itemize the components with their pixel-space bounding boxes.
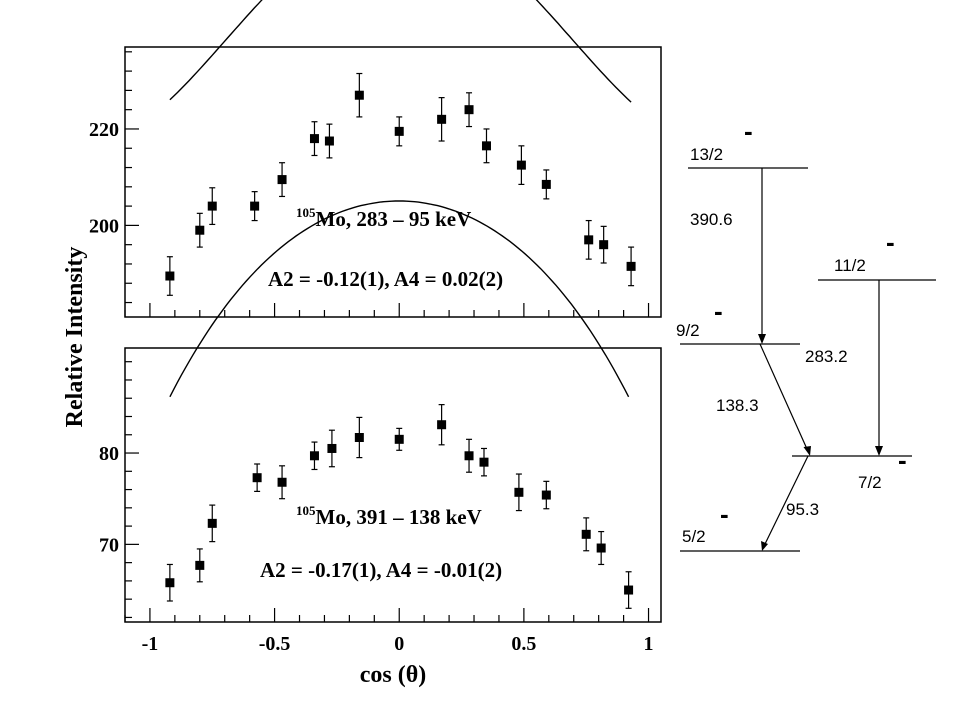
top-data-point	[250, 201, 260, 211]
top-y-tick-label: 200	[89, 215, 119, 237]
top-coefficients: A2 = -0.12(1), A4 = 0.02(2)	[268, 267, 503, 291]
top-isotope-mass: 105	[296, 205, 316, 220]
transition-arrowhead-95	[761, 541, 768, 551]
top-data-point	[541, 179, 551, 189]
bottom-data-point	[394, 434, 404, 444]
bottom-data-point	[596, 543, 606, 553]
top-panel-ticks	[124, 51, 650, 317]
top-data-point	[309, 134, 319, 144]
x-tick-label: 1	[644, 633, 654, 655]
top-panel-frame	[124, 46, 662, 318]
top-data-point	[599, 240, 609, 250]
transition-arrowhead-283	[875, 446, 883, 456]
bottom-data-point	[437, 420, 447, 430]
top-data-point	[195, 225, 205, 235]
bottom-isotope-label: 105Mo, 391 – 138 keV	[296, 503, 482, 529]
bottom-data-point	[252, 473, 262, 483]
level-parity-7-2: -	[898, 445, 907, 475]
top-data-point	[437, 114, 447, 124]
x-tick-label: -0.5	[259, 633, 291, 655]
level-label-5-2: 5/2	[682, 527, 706, 546]
bottom-isotope-mass: 105	[296, 503, 316, 518]
transition-energy-138: 138.3	[716, 396, 759, 415]
level-parity-13-2: -	[744, 116, 753, 146]
bottom-data-point	[195, 560, 205, 570]
bottom-data-point	[165, 578, 175, 588]
transition-energy-283: 283.2	[805, 347, 848, 366]
bottom-data-point	[514, 487, 524, 497]
bottom-coefficients: A2 = -0.17(1), A4 = -0.01(2)	[260, 558, 502, 582]
level-scheme: 13/2 - 11/2 - 9/2 - 7/2 - 5/2 - 390.6 28…	[676, 116, 936, 552]
transition-arrowhead-138	[803, 446, 811, 456]
level-parity-5-2: -	[720, 499, 729, 529]
top-data-point	[324, 136, 334, 146]
transition-arrowhead-390	[758, 334, 766, 344]
top-data-point	[516, 160, 526, 170]
bottom-y-tick-label: 70	[99, 534, 119, 556]
transition-arrow-138	[759, 343, 808, 450]
bottom-data-point	[464, 451, 474, 461]
top-y-tick-labels: 200 220	[89, 119, 119, 237]
x-tick-label: -1	[142, 633, 159, 655]
top-data-point	[354, 90, 364, 100]
transition-energy-95: 95.3	[786, 500, 819, 519]
x-tick-label: 0.5	[511, 633, 536, 655]
bottom-data-point	[327, 443, 337, 453]
x-tick-label: 0	[394, 633, 404, 655]
top-data-point	[394, 126, 404, 136]
top-data-point	[584, 235, 594, 245]
transition-arrow-95	[764, 455, 809, 545]
top-data-point	[207, 201, 217, 211]
bottom-panel-ticks	[124, 361, 650, 622]
level-label-9-2: 9/2	[676, 321, 700, 340]
bottom-data-point	[309, 451, 319, 461]
bottom-y-tick-labels: 70 80	[99, 443, 119, 556]
bottom-data-point	[354, 433, 364, 443]
top-data-point	[277, 175, 287, 185]
bottom-fit-curve	[169, 200, 630, 398]
top-data-point	[626, 261, 636, 271]
bottom-data-point	[277, 477, 287, 487]
top-y-tick-label: 220	[89, 119, 119, 141]
x-axis-label: cos (θ)	[360, 662, 427, 688]
bottom-data-point	[479, 457, 489, 467]
bottom-y-tick-label: 80	[99, 443, 119, 465]
top-data-point	[481, 141, 491, 151]
bottom-data-point	[541, 490, 551, 500]
transition-energy-390: 390.6	[690, 210, 733, 229]
bottom-data-point	[624, 585, 634, 595]
bottom-isotope-text: Mo, 391 – 138 keV	[316, 505, 482, 529]
top-fit-curve	[169, 0, 632, 103]
level-label-11-2: 11/2	[834, 256, 866, 275]
top-isotope-label: 105Mo, 283 – 95 keV	[296, 205, 471, 231]
x-tick-labels: -1 -0.5 0 0.5 1	[142, 633, 654, 655]
bottom-data-point	[581, 529, 591, 539]
bottom-panel-frame	[124, 347, 662, 623]
top-data-points	[165, 72, 636, 296]
top-data-point	[165, 271, 175, 281]
level-label-13-2: 13/2	[690, 145, 723, 164]
level-label-7-2: 7/2	[858, 473, 882, 492]
bottom-data-point	[207, 518, 217, 528]
bottom-data-points	[165, 404, 634, 609]
top-data-point	[464, 105, 474, 115]
level-parity-11-2: -	[886, 227, 895, 257]
y-axis-label: Relative Intensity	[62, 247, 88, 428]
top-isotope-text: Mo, 283 – 95 keV	[316, 207, 472, 231]
level-parity-9-2: -	[714, 296, 723, 326]
